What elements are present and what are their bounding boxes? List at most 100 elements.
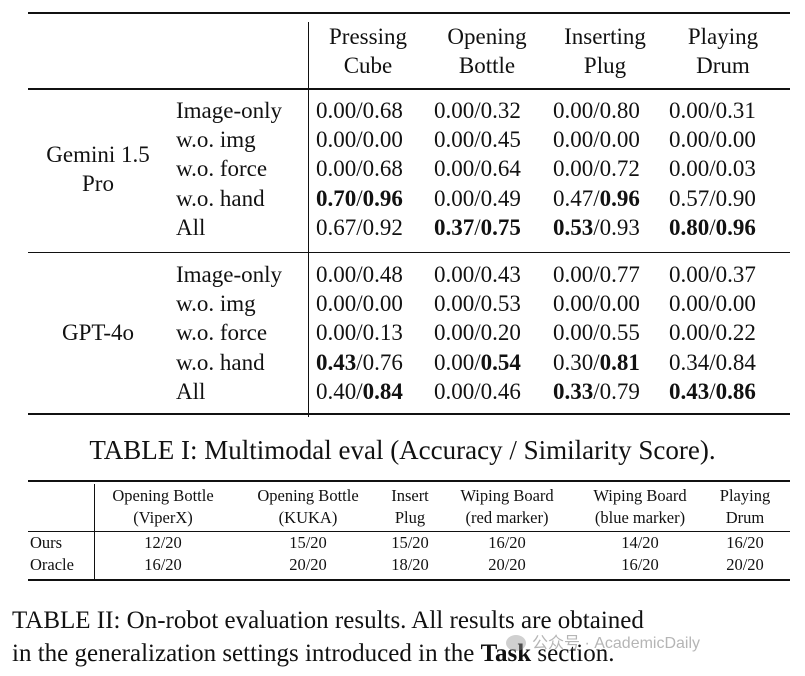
t1-model-name-line-1: Gemini 1.5 <box>46 142 150 167</box>
t2-header-cell: Opening Bottle (KUKA) <box>235 485 381 529</box>
t1-accuracy: 0.00 <box>669 320 710 346</box>
t1-score-cell: 0.70/0.96 <box>316 184 403 213</box>
t1-separator: / <box>593 98 600 123</box>
t2-value-cell: 14/20 <box>621 533 659 552</box>
t1-separator: / <box>593 349 600 375</box>
t1-score-cell: 0.37/0.75 <box>434 213 521 242</box>
t1-similarity: 0.00 <box>599 291 640 317</box>
t1-separator: / <box>474 378 481 404</box>
t1-similarity: 0.64 <box>480 156 521 182</box>
t1-score-cell: 0.00/0.54 <box>434 348 521 377</box>
t2-value-cell: 12/20 <box>144 533 182 552</box>
t1-separator: / <box>709 185 716 211</box>
t1-separator: / <box>474 156 481 182</box>
t1-similarity: 0.86 <box>715 378 756 404</box>
t1-accuracy: 0.00 <box>669 156 710 182</box>
t1-separator: / <box>593 156 600 182</box>
t1-header-line-2: Drum <box>696 53 750 78</box>
t1-accuracy: 0.00 <box>434 291 475 317</box>
t2-header-cell: Playing Drum <box>710 485 780 529</box>
t2-header-line-2: (blue marker) <box>594 508 686 527</box>
t2-header-line-2: (ViperX) <box>133 508 193 527</box>
t2-value-cell: 16/20 <box>726 533 764 552</box>
table-1-header-rule <box>28 88 790 90</box>
t1-variant-label: w.o. img <box>176 127 256 153</box>
t1-accuracy: 0.00 <box>316 98 357 123</box>
t1-separator: / <box>593 262 600 287</box>
t1-similarity: 0.49 <box>480 185 521 211</box>
t1-similarity: 0.93 <box>599 214 640 240</box>
t1-separator: / <box>593 291 600 317</box>
t2-header-line-1: Opening Bottle <box>112 486 214 505</box>
t1-similarity: 0.46 <box>480 378 521 404</box>
t1-separator: / <box>356 156 363 182</box>
t1-similarity: 0.84 <box>715 349 756 375</box>
t1-separator: / <box>356 185 363 211</box>
t1-similarity: 0.75 <box>480 214 521 240</box>
t1-accuracy: 0.37 <box>434 214 475 240</box>
t1-accuracy: 0.00 <box>434 349 475 375</box>
t1-separator: / <box>709 262 716 287</box>
table-1-caption: TABLE I: Multimodal eval (Accuracy / Sim… <box>89 435 716 465</box>
t1-similarity: 0.55 <box>599 320 640 346</box>
t1-accuracy: 0.40 <box>316 378 357 404</box>
t1-accuracy: 0.00 <box>669 127 710 153</box>
t2-value-cell: 16/20 <box>144 555 182 574</box>
t1-accuracy: 0.33 <box>553 378 594 404</box>
t1-score-cell: 0.00/0.64 <box>434 154 521 183</box>
t1-score-cell: 0.00/0.49 <box>434 184 521 213</box>
t1-accuracy: 0.00 <box>669 98 710 123</box>
t1-score-cell: 0.80/0.96 <box>669 213 756 242</box>
t2-header-line-1: Playing <box>719 486 771 505</box>
table-1-vertical-rule <box>308 22 309 417</box>
t1-separator: / <box>356 320 363 346</box>
t1-score-cell: 0.00/0.00 <box>316 125 403 154</box>
t1-separator: / <box>709 349 716 375</box>
t1-variant-label: Image-only <box>176 98 283 123</box>
t1-separator: / <box>709 156 716 182</box>
t2-header-line-1: Insert <box>391 486 429 505</box>
t2-header-line-1: Opening Bottle <box>257 486 359 505</box>
t1-accuracy: 0.00 <box>669 291 710 317</box>
t1-separator: / <box>356 214 363 240</box>
t1-separator: / <box>474 185 481 211</box>
t1-score-cell: 0.53/0.93 <box>553 213 640 242</box>
t1-separator: / <box>356 378 363 404</box>
t1-similarity: 0.72 <box>599 156 640 182</box>
t1-header-cell: Inserting Plug <box>545 22 665 80</box>
t1-accuracy: 0.57 <box>669 185 710 211</box>
t1-similarity: 0.81 <box>599 349 640 375</box>
t1-separator: / <box>474 98 481 123</box>
t1-header-cell: Pressing Cube <box>308 22 428 80</box>
t2-header-line-1: Wiping Board <box>460 486 554 505</box>
t1-header-cell: Opening Bottle <box>427 22 547 80</box>
t1-score-cell: 0.00/0.68 <box>316 96 403 125</box>
t2-value-cell: 15/20 <box>289 533 327 552</box>
t2-row-label: Ours <box>30 533 63 552</box>
t2-value-cell: 16/20 <box>621 555 659 574</box>
t1-score-cell: 0.00/0.00 <box>553 125 640 154</box>
t1-accuracy: 0.00 <box>553 262 594 287</box>
t1-similarity: 0.96 <box>362 185 403 211</box>
t1-separator: / <box>593 127 600 153</box>
table-2-top-rule <box>28 480 790 482</box>
t1-score-cell: 0.00/0.55 <box>553 318 640 347</box>
t1-score-cell: 0.00/0.37 <box>669 260 756 289</box>
t2-header-cell: Wiping Board (red marker) <box>444 485 570 529</box>
t1-accuracy: 0.00 <box>434 378 475 404</box>
watermark-text: 公众号 · AcademicDaily <box>532 635 701 652</box>
t1-accuracy: 0.53 <box>553 214 594 240</box>
t1-score-cell: 0.00/0.53 <box>434 289 521 318</box>
t1-score-cell: 0.00/0.03 <box>669 154 756 183</box>
t1-score-cell: 0.47/0.96 <box>553 184 640 213</box>
t1-score-cell: 0.43/0.76 <box>316 348 403 377</box>
t1-similarity: 0.53 <box>480 291 521 317</box>
t1-separator: / <box>593 378 600 404</box>
t1-variant-label: w.o. force <box>176 156 268 182</box>
t1-similarity: 0.79 <box>599 378 640 404</box>
t1-separator: / <box>709 127 716 153</box>
t1-accuracy: 0.43 <box>669 378 710 404</box>
t1-accuracy: 0.00 <box>316 291 357 317</box>
t2-header-line-2: Drum <box>725 508 765 527</box>
t1-accuracy: 0.43 <box>316 349 357 375</box>
